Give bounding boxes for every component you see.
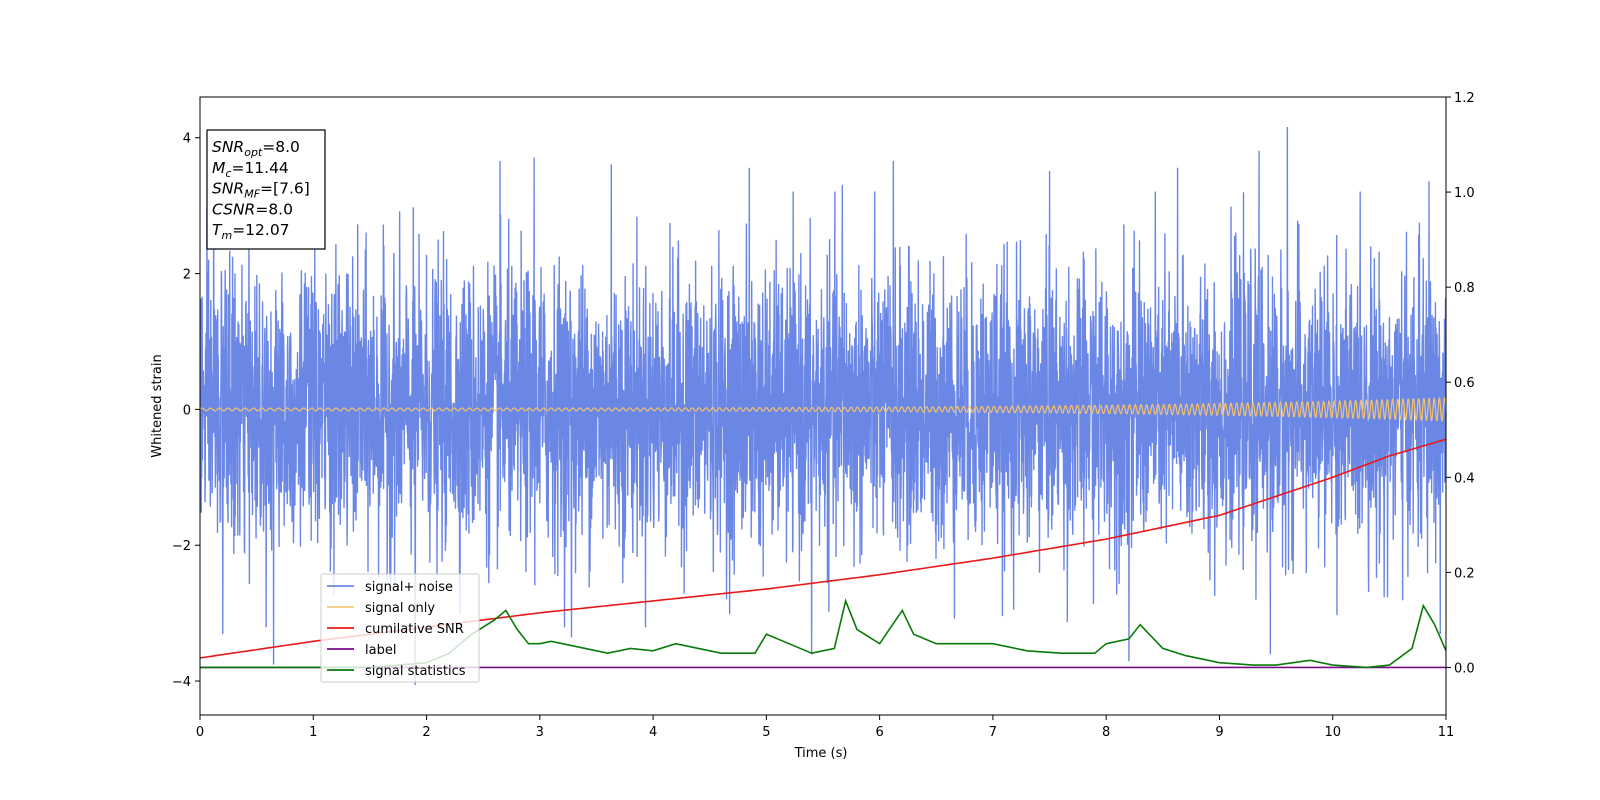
x-tick-label: 6 — [875, 725, 883, 740]
legend-label: signal+ noise — [365, 580, 453, 595]
x-axis-label: Time (s) — [794, 746, 848, 761]
y-right-tick-label: 0.4 — [1454, 471, 1475, 486]
annotation-line: Tm=12.07 — [212, 221, 290, 242]
legend-label: signal only — [365, 601, 435, 616]
x-tick-label: 7 — [989, 725, 997, 740]
y-left-tick-label: 4 — [183, 132, 191, 147]
annotation-line: CSNR=8.0 — [212, 200, 293, 218]
annotation-line: Mc=11.44 — [212, 159, 289, 180]
plot-frame — [199, 96, 1447, 716]
annotation-line: SNRopt=8.0 — [212, 138, 300, 159]
x-tick-label: 9 — [1215, 725, 1223, 740]
x-tick-label: 1 — [309, 725, 317, 740]
y-right-tick-label: 1.2 — [1454, 91, 1475, 106]
y-left-tick-label: −2 — [172, 539, 191, 554]
series-signal-statistics — [200, 598, 1446, 669]
y-right-tick-label: 0.8 — [1454, 281, 1475, 296]
x-tick-label: 2 — [422, 725, 430, 740]
x-axis: 0 1 2 3 4 5 6 7 8 9 10 11 — [196, 715, 1454, 740]
y-axis-right: 0.0 0.2 0.4 0.6 0.8 1.0 1.2 — [1446, 91, 1475, 676]
y-left-tick-label: 2 — [183, 268, 191, 283]
y-right-tick-label: 0.6 — [1454, 376, 1475, 391]
x-tick-label: 11 — [1438, 725, 1455, 740]
x-tick-label: 10 — [1324, 725, 1341, 740]
legend-label: signal statistics — [365, 664, 466, 679]
x-tick-label: 4 — [649, 725, 657, 740]
y-right-tick-label: 0.0 — [1454, 661, 1475, 676]
annotation-line: SNRMF=[7.6] — [212, 180, 310, 201]
legend-label: cumilative SNR — [365, 622, 464, 637]
x-tick-label: 0 — [196, 725, 204, 740]
y-right-tick-label: 1.0 — [1454, 186, 1475, 201]
x-tick-label: 5 — [762, 725, 770, 740]
y-left-tick-label: −4 — [172, 675, 191, 690]
y-left-tick-label: 0 — [183, 403, 191, 418]
legend-label: label — [365, 643, 396, 658]
series-signal-only — [200, 396, 1446, 422]
y-axis-label: Whitened strain — [150, 354, 165, 457]
x-tick-label: 8 — [1102, 725, 1110, 740]
series-signal-noise — [200, 126, 1446, 686]
y-right-tick-label: 0.2 — [1454, 566, 1475, 581]
legend: signal+ noise signal only cumilative SNR la… — [320, 573, 480, 683]
x-tick-label: 3 — [536, 725, 544, 740]
y-axis-left: −4 −2 0 2 4 — [172, 132, 200, 690]
